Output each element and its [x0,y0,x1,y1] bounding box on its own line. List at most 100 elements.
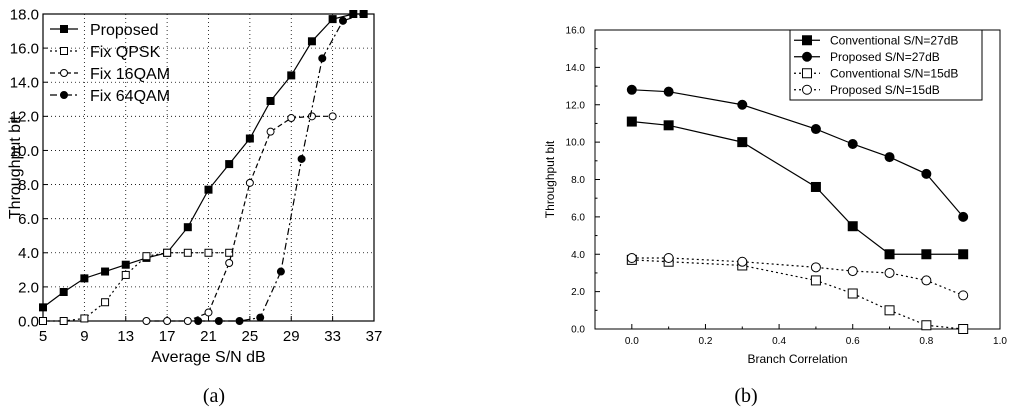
data-point [204,248,213,257]
y-tick-label: 0.0 [18,313,39,330]
data-point [663,86,674,97]
data-point [101,298,110,307]
data-point [276,267,285,276]
data-point [235,317,244,325]
data-point [847,221,858,232]
series-line-2 [43,252,230,322]
legend-marker [802,35,812,46]
data-point [810,262,821,273]
y-tick-label: 0.0 [571,325,585,336]
data-point [121,260,130,269]
data-point [328,15,337,24]
y-tick-label: 10.0 [10,143,39,160]
data-point [194,317,203,325]
legend-marker [802,68,812,79]
y-tick-label: 6.0 [571,212,585,223]
data-point [338,16,347,25]
data-point [737,99,748,110]
data-point [256,313,265,322]
data-point [245,178,254,187]
legend-label: Proposed [90,22,159,39]
data-point [921,249,932,260]
data-point [663,120,674,131]
data-point [163,317,172,325]
series-line-3 [631,259,964,330]
data-point [626,252,637,263]
data-point [663,252,674,263]
data-point [80,314,89,323]
legend-label: Conventional S/N=27dB [830,34,958,48]
data-point [183,248,192,257]
x-tick-label: 0.2 [699,336,713,347]
data-point [958,211,969,222]
data-point [884,267,895,278]
x-tick-label: 21 [200,328,217,345]
data-point [266,96,275,105]
data-point [810,275,821,286]
y-tick-label: 12.0 [10,109,39,126]
y-tick-label: 2.0 [18,279,39,296]
data-point [884,152,895,163]
y-tick-label: 18.0 [10,6,39,23]
x-tick-label: 0.8 [919,336,933,347]
data-point [847,288,858,299]
y-tick-label: 16.0 [566,26,586,37]
legend-label: Fix QPSK [90,44,161,61]
series-line-3 [146,115,333,322]
x-axis-label: Branch Correlation [747,352,847,366]
data-point [626,116,637,127]
data-point [142,317,151,325]
data-point [245,134,254,143]
data-point [318,54,327,63]
y-tick-label: 4.0 [18,245,39,262]
data-point [349,10,358,18]
legend-marker [60,47,68,55]
data-point [884,305,895,316]
y-tick-label: 2.0 [571,287,585,298]
x-tick-label: 17 [159,328,176,345]
data-point [59,317,68,325]
x-tick-label: 9 [80,328,88,345]
data-point [737,256,748,267]
data-point [287,71,296,80]
y-axis-label: Throughput bit [543,140,557,218]
data-point [297,154,306,163]
y-tick-label: 8.0 [18,177,39,194]
y-tick-label: 12.0 [566,100,586,111]
data-point [958,290,969,301]
data-point [307,37,316,46]
data-point [847,266,858,277]
y-tick-label: 14.0 [10,75,39,92]
data-point [39,303,47,312]
x-tick-label: 13 [117,328,134,345]
data-point [359,10,368,18]
x-tick-label: 5 [39,328,47,345]
y-tick-label: 16.0 [10,41,39,58]
x-tick-label: 25 [242,328,259,345]
data-point [121,270,130,279]
data-point [921,168,932,179]
data-point [101,267,110,276]
data-point [225,248,234,257]
data-point [810,181,821,192]
legend-label: Fix 16QAM [90,66,170,83]
data-point [958,324,969,334]
y-tick-label: 6.0 [18,211,39,228]
data-point [183,317,192,325]
data-point [810,124,821,135]
data-point [214,317,223,325]
legend-label: Proposed S/N=27dB [830,50,940,64]
data-point [204,185,213,194]
x-tick-label: 0.0 [625,336,639,347]
data-point [921,275,932,286]
panel-label: (a) [203,385,225,407]
data-point [958,249,969,260]
data-point [266,127,275,136]
data-point [884,249,895,260]
x-tick-label: 0.6 [846,336,860,347]
x-tick-label: 1.0 [993,336,1007,347]
data-point [921,320,932,331]
data-point [626,84,637,95]
y-tick-label: 4.0 [571,250,585,261]
